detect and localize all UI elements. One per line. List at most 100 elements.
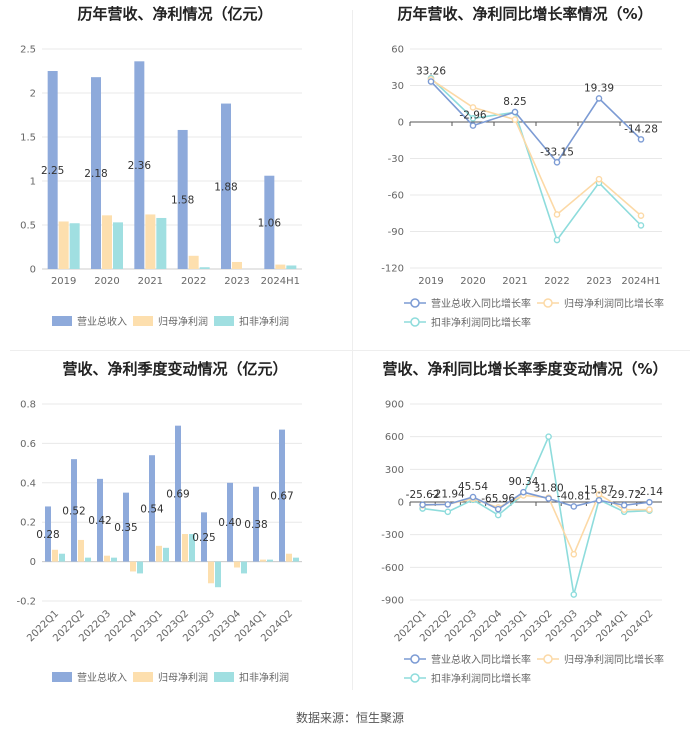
qgrowth-ytick: 0 — [398, 498, 404, 509]
quarter-bar-deducted-profit — [189, 534, 195, 562]
qgrowth-point — [494, 511, 502, 519]
qgrowth-point — [646, 498, 653, 506]
annual-bar-deducted-profit — [113, 222, 123, 269]
qgrowth-legend-label: 营业总收入同比增长率 — [431, 653, 531, 666]
growth-line-deducted-profit — [430, 77, 642, 242]
annual-legend-swatch — [133, 316, 153, 326]
quarter-legend-swatch — [133, 672, 153, 682]
qgrowth-point — [646, 506, 653, 513]
annual-legend-swatch — [52, 316, 72, 326]
qgrowth-point — [570, 550, 578, 558]
growth-xtick: 2024H1 — [621, 276, 660, 287]
quarter-legend-label: 归母净利润 — [158, 671, 208, 684]
growth-ytick: -30 — [388, 154, 404, 165]
growth-legend-label: 营业总收入同比增长率 — [431, 297, 531, 310]
qgrowth-ytick: -600 — [381, 563, 404, 574]
qgrowth-ytick: 600 — [385, 432, 404, 443]
quarter-bar-deducted-profit — [163, 547, 169, 562]
quarter-bar-deducted-profit — [267, 559, 273, 562]
growth-value-label: -33.15 — [540, 146, 574, 158]
annual-bar-revenue — [91, 77, 101, 269]
quarter-bar-title: 营收、净利季度变动情况（亿元） — [62, 360, 288, 378]
growth-point — [553, 159, 561, 166]
annual-legend-label: 扣非净利润 — [239, 315, 289, 328]
qgrowth-ytick: -300 — [381, 530, 404, 541]
growth-value-label: 8.25 — [503, 96, 526, 108]
quarter-ytick: 0.8 — [20, 400, 36, 411]
qgrowth-value-label: -65.96 — [481, 493, 515, 505]
annual-value-label: 2.25 — [41, 165, 64, 177]
quarter-bar-revenue — [253, 486, 259, 562]
annual-line-title: 历年营收、净利同比增长率情况（%） — [397, 5, 653, 23]
growth-point — [511, 108, 519, 116]
annual-ytick: 2 — [30, 89, 36, 100]
quarter-bar-deducted-profit — [293, 557, 299, 562]
growth-legend-marker — [543, 298, 553, 308]
growth-value-label: 33.26 — [416, 66, 446, 78]
qgrowth-legend-marker — [410, 654, 420, 664]
qgrowth-point — [570, 503, 578, 510]
quarter-bar-parent-profit — [286, 553, 292, 562]
annual-xtick: 2024H1 — [261, 276, 300, 287]
qgrowth-point — [620, 501, 628, 509]
quarter-bar-parent-profit — [130, 561, 136, 572]
qgrowth-point — [545, 495, 552, 502]
quarter-line-title: 营收、净利同比增长率季度变动情况（%） — [382, 360, 668, 378]
annual-bar-parent-profit — [275, 264, 286, 269]
growth-ytick: 60 — [391, 45, 404, 56]
quarter-ytick: 0.6 — [20, 439, 36, 450]
growth-point — [553, 236, 561, 244]
growth-point — [637, 212, 645, 219]
quarter-bar-revenue — [201, 512, 207, 562]
growth-ytick: 30 — [391, 81, 404, 92]
quarter-bar-deducted-profit — [111, 557, 117, 562]
qgrowth-point — [520, 488, 527, 496]
quarter-value-label: 0.38 — [244, 519, 267, 531]
quarter-value-label: 0.40 — [218, 517, 241, 529]
quarter-legend-swatch — [52, 672, 72, 682]
annual-bar-parent-profit — [188, 255, 199, 269]
qgrowth-ytick: 900 — [385, 400, 404, 411]
quarter-bar-revenue — [227, 482, 233, 562]
growth-ytick: -90 — [388, 227, 404, 238]
quarter-bar-deducted-profit — [85, 557, 91, 562]
growth-line-parent-profit — [430, 78, 642, 217]
growth-ytick: -60 — [388, 191, 404, 202]
annual-legend-label: 归母净利润 — [158, 315, 208, 328]
quarter-bar-deducted-profit — [241, 561, 247, 574]
quarter-bar-parent-profit — [208, 561, 214, 584]
quarter-bar-revenue — [149, 455, 155, 562]
qgrowth-value-label: -2.14 — [636, 486, 663, 498]
quarter-ytick: 0.2 — [20, 518, 36, 529]
qgrowth-point — [419, 501, 426, 509]
quarter-bar-parent-profit — [182, 534, 188, 562]
quarter-bar-revenue — [71, 459, 77, 562]
quarter-bar-deducted-profit — [215, 561, 221, 588]
quarter-bar-revenue — [175, 425, 181, 562]
growth-value-label: -2.96 — [459, 110, 486, 122]
qgrowth-value-label: 45.54 — [458, 481, 488, 493]
qgrowth-value-label: -40.81 — [557, 490, 591, 502]
annual-ytick: 1 — [30, 177, 36, 188]
quarter-value-label: 0.28 — [36, 529, 59, 541]
growth-legend-label: 扣非净利润同比增长率 — [431, 316, 531, 329]
annual-xtick: 2022 — [181, 276, 206, 287]
growth-point — [637, 222, 645, 229]
annual-legend-swatch — [214, 316, 234, 326]
qgrowth-point — [595, 496, 603, 504]
quarter-bar-revenue — [97, 478, 103, 562]
annual-ytick: 2.5 — [20, 45, 36, 56]
quarter-bar-deducted-profit — [59, 553, 65, 562]
growth-point — [469, 122, 477, 129]
annual-value-label: 2.18 — [84, 168, 107, 180]
qgrowth-legend-label: 扣非净利润同比增长率 — [431, 672, 531, 685]
growth-point — [595, 175, 603, 183]
annual-bar-deducted-profit — [69, 223, 80, 269]
growth-point — [511, 116, 519, 123]
qgrowth-value-label: -29.72 — [607, 489, 641, 501]
qgrowth-point — [494, 505, 502, 513]
quarter-bar-revenue — [123, 492, 129, 562]
quarter-legend-label: 营业总收入 — [77, 671, 127, 684]
annual-bar-revenue — [47, 71, 58, 269]
